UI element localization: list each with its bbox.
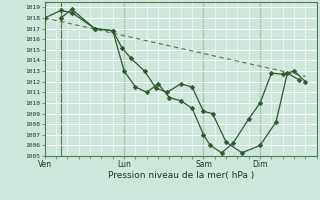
- X-axis label: Pression niveau de la mer( hPa ): Pression niveau de la mer( hPa ): [108, 171, 254, 180]
